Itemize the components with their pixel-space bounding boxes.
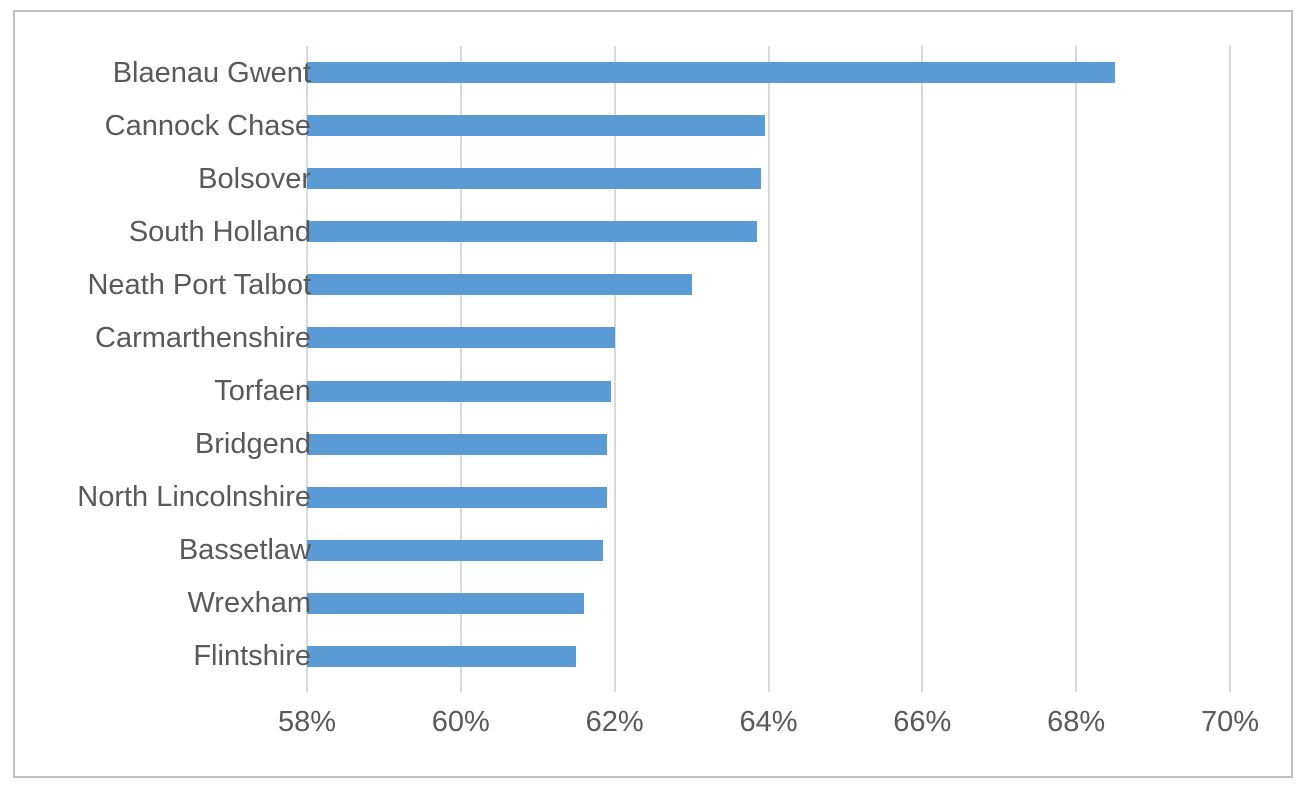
bar-north-lincolnshire (307, 486, 607, 508)
x-tick-label-70: 70% (1200, 706, 1260, 738)
gridline-60 (459, 46, 462, 683)
bar-south-holland (307, 221, 757, 243)
x-tick-label-66: 66% (893, 706, 952, 738)
bar-wrexham (307, 592, 584, 614)
axis-tick-70 (1229, 683, 1231, 692)
category-label-bridgend: Bridgend (194, 428, 311, 461)
axis-tick-60 (459, 683, 462, 692)
bar-bolsover (307, 168, 761, 190)
gridline-64 (767, 46, 770, 683)
x-tick-label-64: 64% (739, 706, 798, 738)
x-tick-label-68: 68% (1047, 706, 1106, 738)
axis-tick-66 (921, 683, 924, 692)
gridline-58 (306, 46, 308, 683)
bar-bridgend (307, 433, 607, 455)
gridline-68 (1075, 46, 1078, 683)
gridline-62 (613, 46, 616, 683)
axis-tick-68 (1075, 683, 1078, 692)
bar-blaenau-gwent (307, 62, 1115, 84)
category-label-cannock-chase: Cannock Chase (104, 109, 311, 142)
x-tick-label-58: 58% (277, 706, 337, 738)
axis-tick-58 (306, 683, 308, 692)
bar-carmarthenshire (307, 327, 615, 349)
category-label-neath-port-talbot: Neath Port Talbot (87, 268, 311, 301)
category-label-wrexham: Wrexham (187, 587, 311, 620)
category-label-blaenau-gwent: Blaenau Gwent (112, 56, 311, 89)
axis-tick-62 (613, 683, 616, 692)
category-label-north-lincolnshire: North Lincolnshire (77, 481, 311, 514)
bar-neath-port-talbot (307, 274, 692, 296)
category-label-south-holland: South Holland (128, 215, 311, 248)
bar-flintshire (307, 645, 576, 667)
bar-cannock-chase (307, 115, 765, 137)
category-label-flintshire: Flintshire (193, 640, 311, 673)
x-tick-label-62: 62% (585, 706, 644, 738)
bar-torfaen (307, 380, 611, 402)
gridline-70 (1229, 46, 1231, 683)
chart-frame: Blaenau Gwent Cannock Chase Bolsover South … (13, 10, 1293, 778)
axis-tick-64 (767, 683, 770, 692)
category-label-bassetlaw: Bassetlaw (178, 534, 311, 567)
category-label-bolsover: Bolsover (198, 162, 311, 195)
gridline-66 (921, 46, 924, 683)
category-label-carmarthenshire: Carmarthenshire (95, 321, 311, 354)
category-label-torfaen: Torfaen (214, 375, 311, 408)
bar-bassetlaw (307, 539, 603, 561)
x-tick-label-60: 60% (431, 706, 490, 738)
